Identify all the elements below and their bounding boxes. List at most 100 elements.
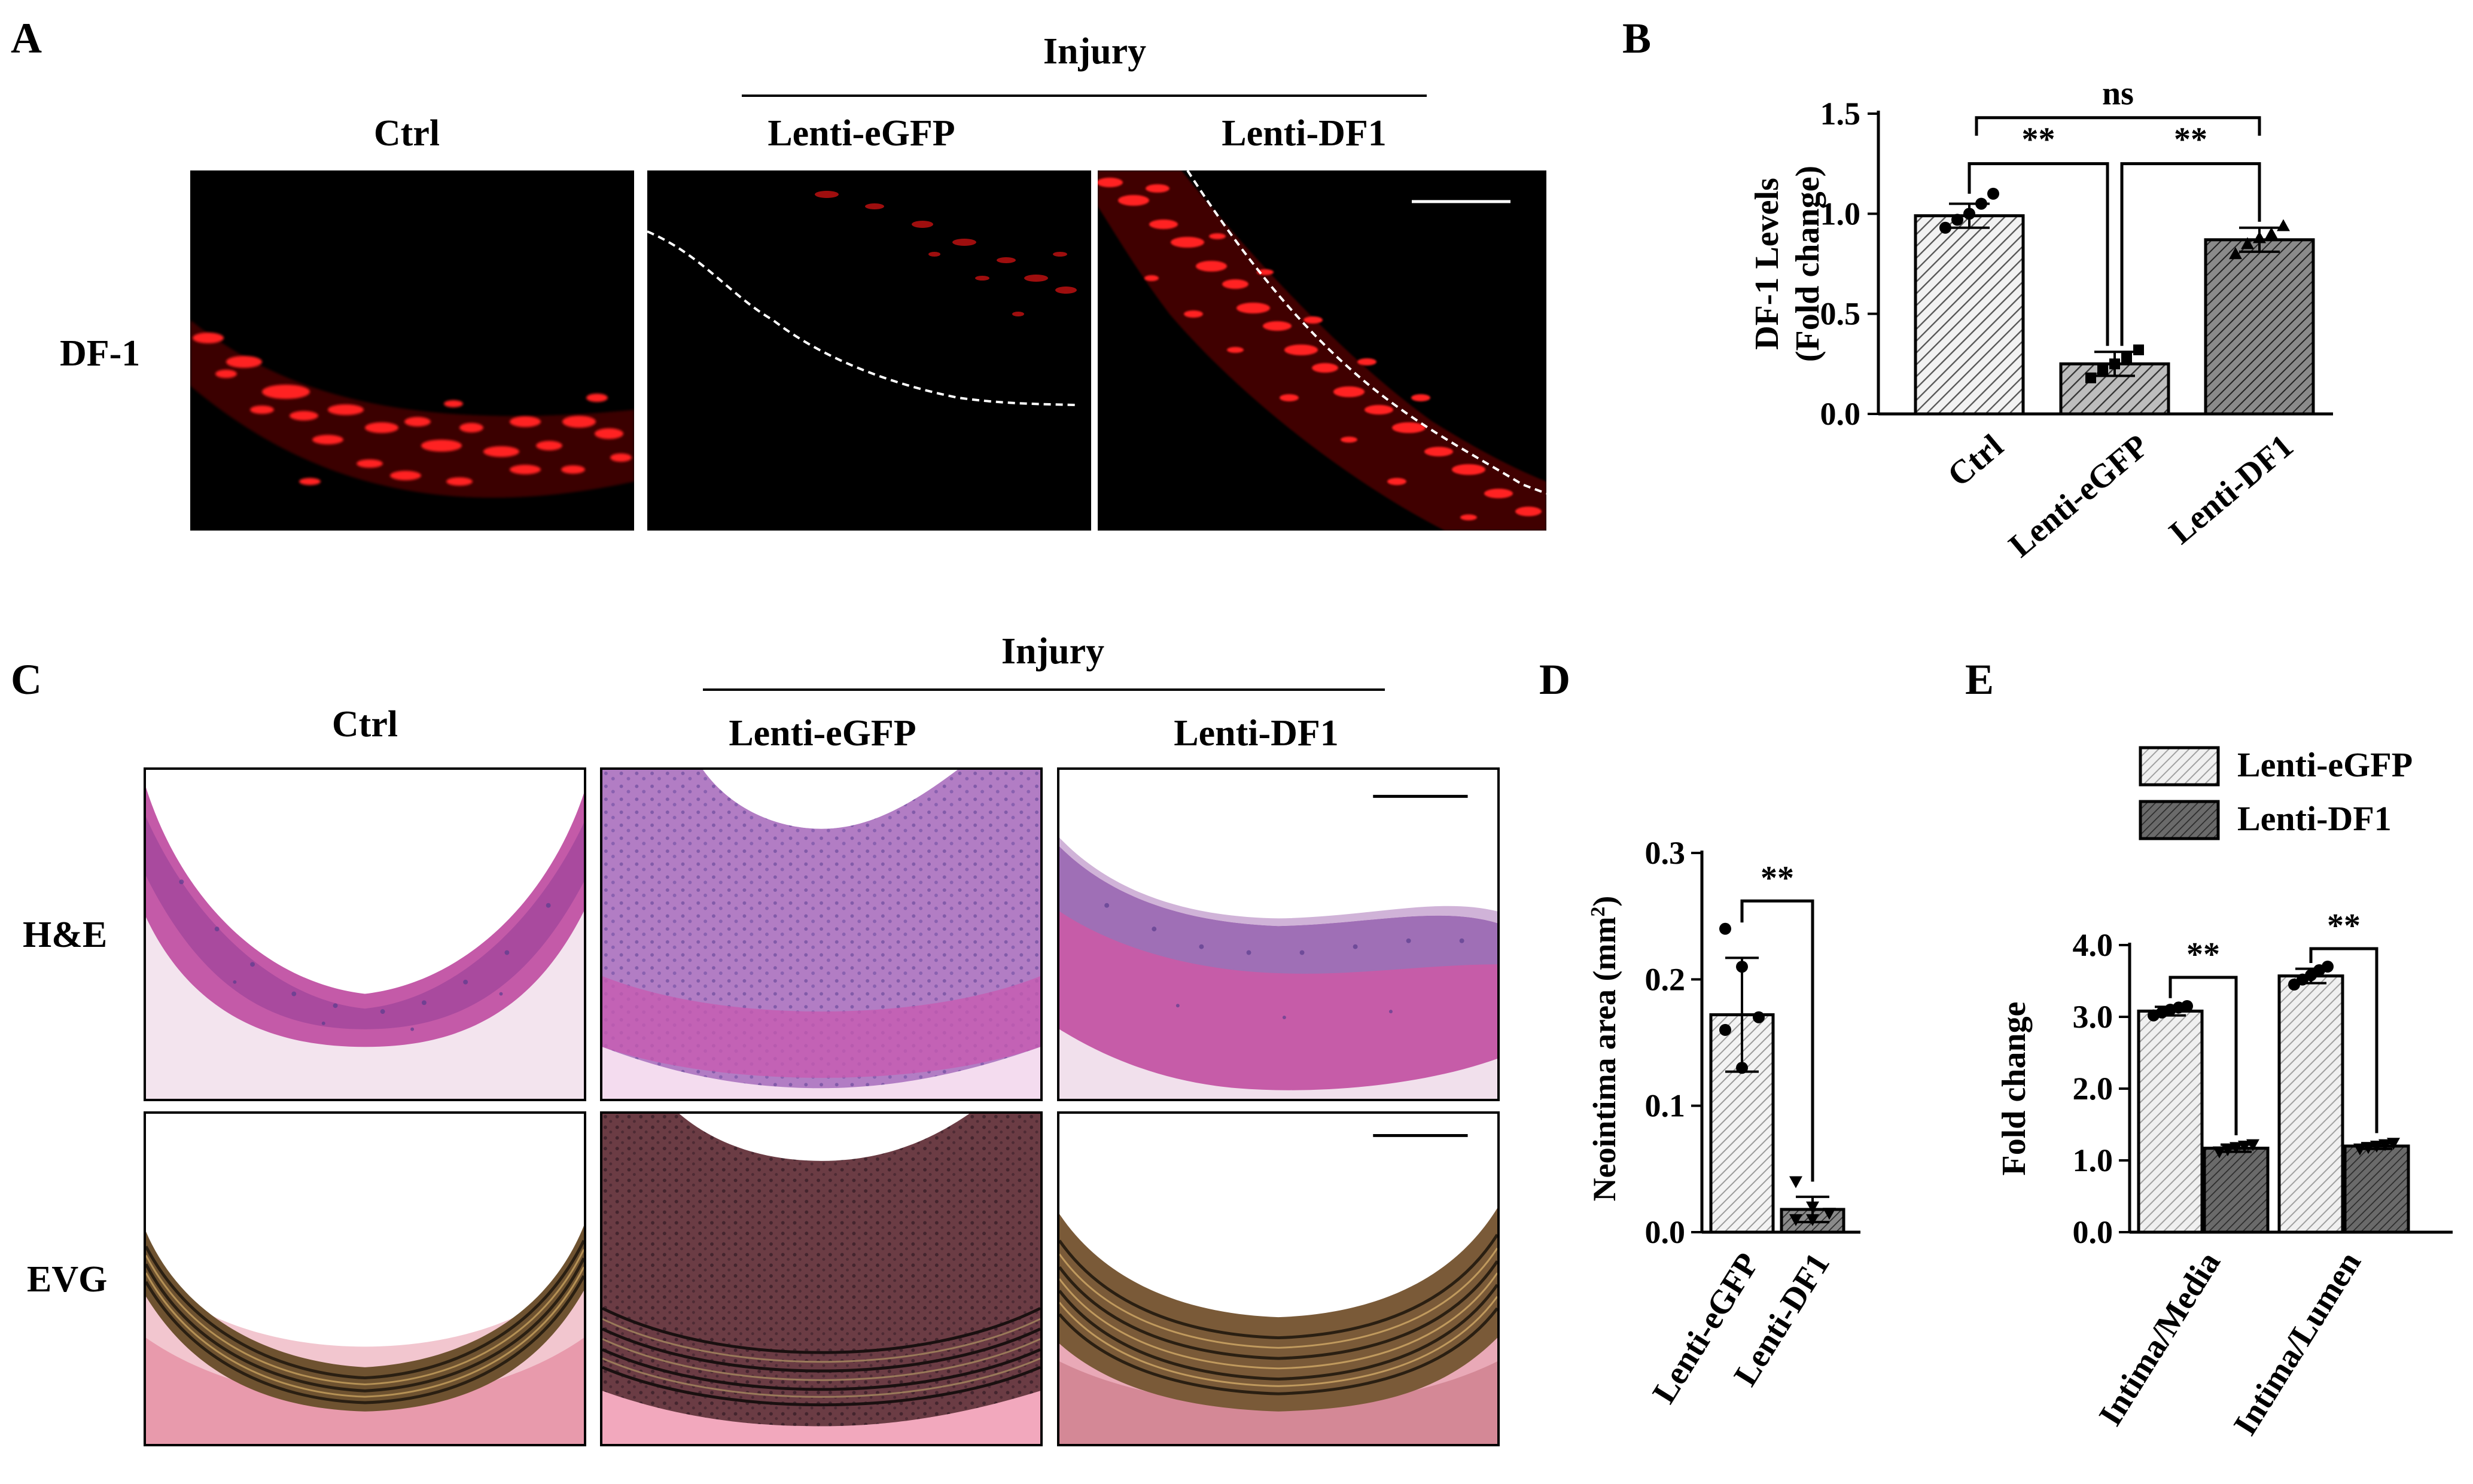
- y-tick-label: 0.5: [1820, 296, 1861, 332]
- legend-swatch: [2139, 800, 2220, 840]
- y-tick-label: 0.0: [1820, 396, 1861, 432]
- data-point: [2085, 372, 2096, 383]
- data-point: [1719, 922, 1731, 935]
- data-point: [2229, 247, 2242, 260]
- significance-bracket: [1968, 162, 2109, 346]
- y-tick-label: 2.0: [2073, 1071, 2113, 1107]
- panel-c-col-egfp: Lenti-eGFP: [729, 713, 916, 754]
- data-point: [1736, 1062, 1748, 1074]
- x-tick-label: Ctrl: [1941, 427, 2010, 493]
- data-point: [2097, 364, 2108, 376]
- y-axis-label-2: (Fold change): [1789, 166, 1826, 362]
- data-point: [1753, 1011, 1765, 1023]
- data-point: [2370, 1141, 2383, 1153]
- y-tick-label: 0.1: [1645, 1088, 1686, 1124]
- histology-he-lenti-egfp: [600, 767, 1043, 1101]
- panel-letter-c: C: [11, 656, 42, 703]
- significance-label: **: [2022, 121, 2055, 159]
- chart-e-fold-change: Lenti-eGFP Lenti-DF1 0.0 1.0 2.0 3.0 4.0 Fold c…: [1996, 745, 2453, 1442]
- data-point: [2121, 352, 2132, 364]
- data-point: [2230, 1142, 2243, 1154]
- data-point: [1789, 1176, 1802, 1189]
- panel-letter-d: D: [1539, 656, 1570, 703]
- y-tick-label: 1.0: [2073, 1142, 2113, 1178]
- data-point: [2277, 219, 2290, 231]
- data-point: [1806, 1214, 1819, 1226]
- y-tick-label: 0.0: [2073, 1214, 2113, 1250]
- data-point: [1806, 1201, 1819, 1214]
- panel-c-col-df1: Lenti-DF1: [1174, 713, 1339, 754]
- data-point: [1963, 208, 1975, 220]
- histology-he-ctrl: [144, 767, 586, 1101]
- data-point: [1719, 1023, 1731, 1036]
- data-point: [2322, 961, 2334, 973]
- data-point: [2362, 1142, 2375, 1154]
- y-tick-label: 0.2: [1645, 961, 1686, 997]
- bar: [2343, 1144, 2410, 1234]
- panel-letter-b: B: [1622, 14, 1652, 62]
- data-point: [1736, 961, 1748, 973]
- data-point: [2253, 231, 2266, 243]
- data-point: [2387, 1138, 2400, 1150]
- y-tick-label: 4.0: [2073, 927, 2113, 963]
- data-point: [1975, 197, 1987, 210]
- data-point: [2213, 1146, 2226, 1159]
- data-point: [1789, 1214, 1802, 1226]
- data-point: [2238, 1141, 2251, 1153]
- data-point: [2378, 1139, 2392, 1151]
- data-point: [1987, 187, 1999, 200]
- significance-bracket: [1740, 899, 1814, 1182]
- panel-c-col-ctrl: Ctrl: [331, 704, 398, 745]
- data-point: [2133, 344, 2144, 355]
- x-tick-label: Intima/Media: [2092, 1245, 2228, 1433]
- micrograph-df1-lenti-egfp: [647, 170, 1091, 531]
- significance-label: ns: [2102, 75, 2134, 112]
- x-tick-label: Lenti-DF1: [2163, 427, 2300, 551]
- micrograph-df1-lenti-df1: [1098, 170, 1546, 531]
- data-point: [2353, 1143, 2367, 1156]
- panel-a-col-egfp: Lenti-eGFP: [768, 113, 955, 154]
- bar: [1914, 214, 2025, 416]
- significance-bracket: [2309, 947, 2378, 1133]
- data-point: [1823, 1208, 1836, 1220]
- significance-bracket: [2120, 162, 2261, 346]
- bar: [2203, 1147, 2270, 1234]
- y-axis-label: Fold change: [1996, 1002, 2033, 1176]
- legend-swatch: [2139, 746, 2220, 787]
- significance-label: **: [2327, 907, 2361, 944]
- histology-evg-lenti-df1: [1057, 1111, 1500, 1446]
- significance-label: **: [2174, 121, 2207, 159]
- data-point: [2109, 358, 2120, 370]
- y-tick-label: 1.5: [1820, 96, 1861, 132]
- y-tick-label: 0.0: [1645, 1214, 1686, 1250]
- significance-label: **: [1761, 860, 1794, 897]
- bar: [2277, 974, 2344, 1234]
- y-axis-label: Neointima area (mm2): [1586, 896, 1622, 1202]
- legend-label: Lenti-eGFP: [2237, 745, 2413, 784]
- panel-a-group-label: Injury: [1043, 31, 1147, 72]
- panel-letter-e: E: [1965, 656, 1994, 703]
- panel-a-row-df1: DF-1: [60, 333, 141, 374]
- panel-a-col-ctrl: Ctrl: [373, 113, 440, 154]
- y-tick-label: 0.3: [1645, 835, 1686, 871]
- panel-c-row-he: H&E: [23, 915, 108, 955]
- y-tick-label: 3.0: [2073, 999, 2113, 1035]
- data-point: [2221, 1144, 2234, 1156]
- y-axis-label: DF-1 Levels: [1749, 178, 1786, 350]
- legend-label: Lenti-DF1: [2237, 799, 2392, 838]
- histology-he-lenti-df1: [1057, 767, 1500, 1101]
- x-tick-label: Intima/Lumen: [2227, 1245, 2368, 1442]
- bar: [2137, 1009, 2204, 1234]
- panel-a-col-df1: Lenti-DF1: [1222, 113, 1387, 154]
- data-point: [2265, 227, 2278, 239]
- data-point: [1939, 221, 1951, 234]
- data-point: [1951, 214, 1963, 226]
- data-point: [2246, 1139, 2259, 1151]
- panel-c-row-evg: EVG: [27, 1259, 108, 1300]
- panel-a-group-line: [742, 95, 1427, 97]
- significance-bracket: [1975, 116, 2261, 136]
- data-point: [2241, 237, 2254, 249]
- bar: [2204, 238, 2315, 416]
